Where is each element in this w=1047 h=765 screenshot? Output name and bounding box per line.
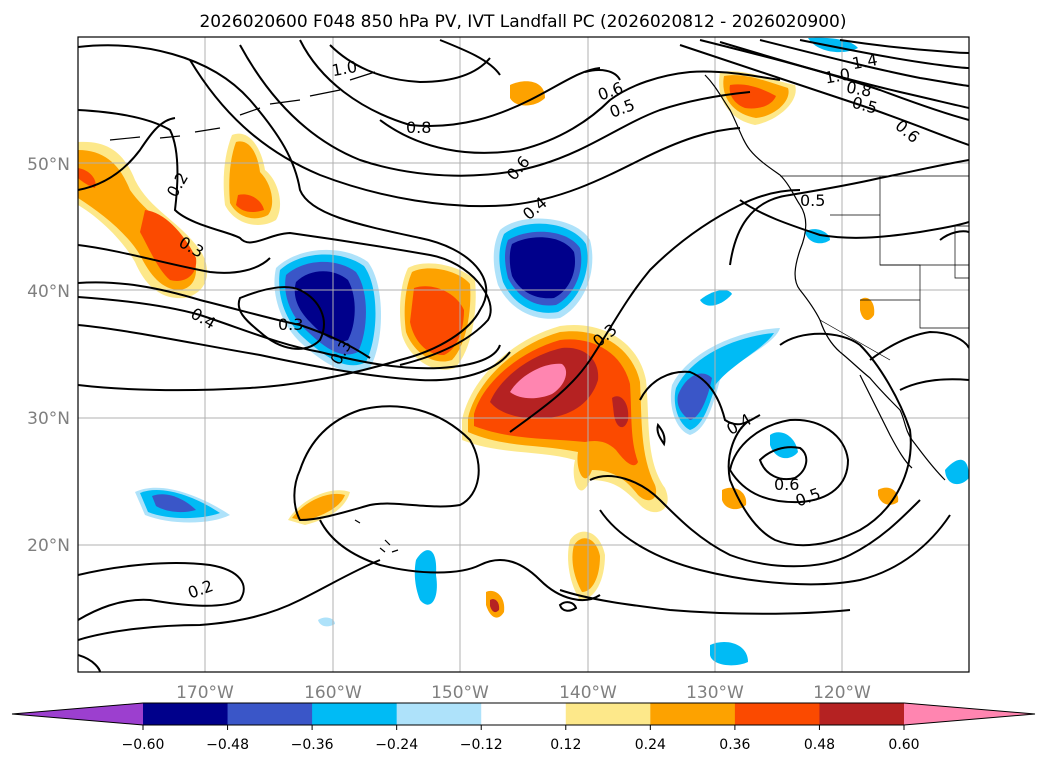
colorbar-extend-left — [12, 703, 143, 725]
colorbar-cell — [227, 703, 313, 725]
colorbar-cell — [650, 703, 736, 725]
contour-label: 0.6 — [774, 475, 799, 494]
map-panel: 0.2 0.3 0.4 0.3 0.3 0.2 1.0 0.8 0.6 0.4 … — [77, 36, 970, 673]
lon-label: 120°W — [813, 683, 871, 703]
colorbar-cell — [481, 703, 567, 725]
colorbar-tick-label: −0.12 — [460, 737, 503, 753]
colorbar-tick-label: −0.60 — [122, 737, 165, 753]
lon-label: 160°W — [304, 683, 362, 703]
lon-label: 150°W — [431, 683, 489, 703]
colorbar-tick-label: 0.24 — [635, 737, 666, 753]
colorbar-tick-label: −0.36 — [291, 737, 334, 753]
contour-label: 0.8 — [845, 78, 873, 101]
lon-labels: 170°W 160°W 150°W 140°W 130°W 120°W — [176, 683, 871, 703]
lon-label: 170°W — [176, 683, 234, 703]
lat-label: 30°N — [27, 409, 70, 429]
colorbar-cell — [312, 703, 398, 725]
contour-label: 1.0 — [823, 64, 851, 87]
contour-label: 0.5 — [800, 191, 825, 210]
figure-title: 2026020600 F048 850 hPa PV, IVT Landfall… — [199, 12, 846, 32]
lon-label: 130°W — [686, 683, 744, 703]
contour-label: 0.3 — [278, 315, 303, 334]
colorbar-cell — [143, 703, 229, 725]
ivt-contours — [78, 39, 969, 672]
map-frame — [77, 36, 970, 673]
colorbar-tick-label: −0.48 — [206, 737, 249, 753]
colorbar-ticks: −0.60 −0.48 −0.36 −0.24 −0.12 0.12 0.24 0.36 0.4… — [122, 725, 920, 753]
contour-label: 1.0 — [330, 57, 358, 80]
colorbar-cell — [565, 703, 651, 725]
coastlines — [109, 71, 969, 553]
lat-label: 40°N — [27, 282, 70, 302]
pv-shading — [78, 37, 969, 666]
lat-labels: 50°N 40°N 30°N 20°N — [27, 155, 70, 556]
contour-label: 1.4 — [851, 50, 879, 73]
colorbar-cell — [734, 703, 820, 725]
colorbar-cell — [396, 703, 482, 725]
colorbar-tick-label: 0.60 — [888, 737, 919, 753]
colorbar-tick-label: 0.48 — [804, 737, 835, 753]
colorbar-cells — [143, 703, 905, 725]
lat-label: 20°N — [27, 536, 70, 556]
colorbar-tick-label: 0.36 — [719, 737, 750, 753]
colorbar: −0.60 −0.48 −0.36 −0.24 −0.12 0.12 0.24 0.36 0.4… — [11, 702, 1036, 753]
colorbar-tick-label: 0.12 — [550, 737, 581, 753]
lon-label: 140°W — [559, 683, 617, 703]
colorbar-tick-label: −0.24 — [375, 737, 418, 753]
colorbar-cell — [819, 703, 905, 725]
lat-label: 50°N — [27, 155, 70, 175]
contour-label: 0.8 — [406, 118, 431, 137]
colorbar-extend-right — [904, 703, 1035, 725]
